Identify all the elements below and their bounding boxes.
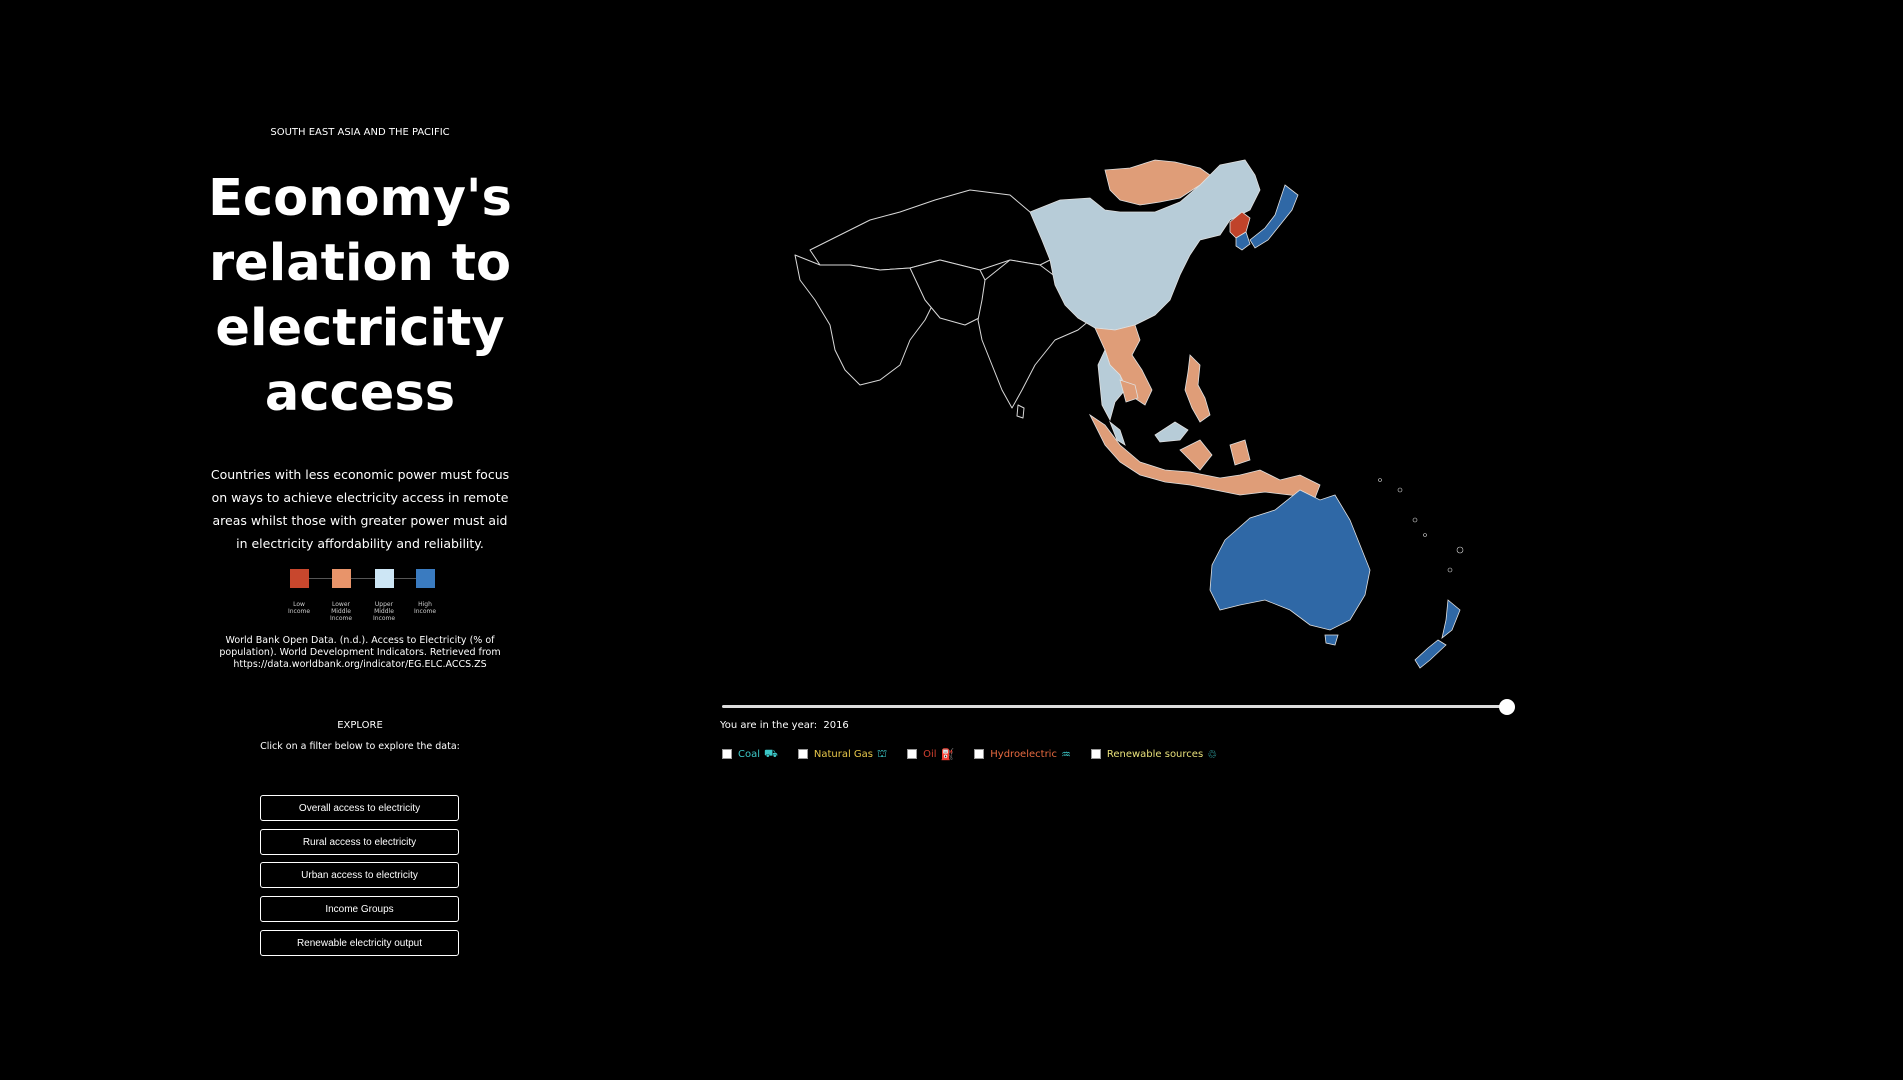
- coal-checkbox[interactable]: [722, 749, 732, 759]
- year-slider-track[interactable]: [722, 705, 1507, 708]
- legend-swatch-high: [416, 569, 435, 588]
- filter-coal[interactable]: Coal ⛟: [722, 747, 778, 762]
- coal-label: Coal: [738, 748, 761, 760]
- legend-label-high: High Income: [413, 601, 437, 615]
- year-slider-thumb[interactable]: [1499, 699, 1515, 715]
- year-readout: You are in the year: 2016: [720, 720, 849, 731]
- map-region-central-asia: [809, 189, 1061, 271]
- natural-gas-checkbox[interactable]: [797, 749, 808, 759]
- map-country-china: [1029, 159, 1261, 331]
- explore-instruction: Click on a filter below to explore the d…: [260, 741, 460, 752]
- legend-label-low: Low Income: [287, 601, 311, 615]
- natural-gas-label: Natural Gas: [813, 748, 874, 760]
- title-line: relation to: [208, 234, 511, 293]
- gas-plant-icon: ⛫: [877, 746, 888, 760]
- hydroelectric-checkbox[interactable]: [974, 749, 985, 759]
- explore-heading: EXPLORE: [337, 720, 383, 731]
- map-country-new-zealand: [1414, 599, 1461, 669]
- filter-button-rural[interactable]: Rural access to electricity: [260, 829, 459, 855]
- filter-button-overall[interactable]: Overall access to electricity: [260, 795, 459, 821]
- map-country-thailand: [1097, 348, 1126, 422]
- renewable-label: Renewable sources: [1106, 748, 1204, 760]
- map-country-malaysia: [1109, 420, 1189, 446]
- title-line: access: [264, 364, 456, 423]
- map-country-australia: [1209, 489, 1371, 646]
- title-line: electricity: [215, 299, 505, 358]
- filter-natural-gas[interactable]: Natural Gas ⛫: [797, 746, 888, 762]
- map-country-philippines: [1184, 354, 1211, 423]
- map-country-mongolia: [1104, 159, 1211, 206]
- filter-button-income-groups[interactable]: Income Groups: [260, 896, 459, 922]
- oil-checkbox[interactable]: [907, 749, 918, 759]
- map-region-sri-lanka: [1016, 404, 1025, 419]
- hydroelectric-label: Hydroelectric: [990, 748, 1057, 760]
- region-label: SOUTH EAST ASIA AND THE PACIFIC: [270, 127, 450, 138]
- legend-swatch-upper-middle: [375, 569, 394, 588]
- filter-hydroelectric[interactable]: Hydroelectric ♒: [974, 748, 1071, 761]
- oil-label: Oil: [923, 748, 937, 760]
- map-region-middle-east: [794, 254, 936, 386]
- filter-button-urban[interactable]: Urban access to electricity: [260, 862, 459, 888]
- citation: World Bank Open Data. (n.d.). Access to …: [219, 635, 501, 670]
- legend-connector: [298, 578, 422, 579]
- year-label: You are in the year:: [720, 720, 818, 731]
- year-value: 2016: [823, 720, 849, 731]
- legend-label-upper-middle: Upper Middle Income: [372, 601, 396, 622]
- legend-swatch-low: [290, 569, 309, 588]
- oil-pump-icon: ⛽: [940, 747, 955, 761]
- filter-oil[interactable]: Oil ⛽: [907, 748, 954, 761]
- coal-cart-icon: ⛟: [764, 746, 778, 760]
- title-line: Economy's: [208, 169, 512, 228]
- map-country-japan: [1249, 184, 1299, 249]
- map-country-south-korea: [1235, 231, 1251, 251]
- map-country-indonesia: [1088, 413, 1321, 499]
- description: Countries with less economic power must …: [210, 467, 510, 551]
- legend-label-lower-middle: Lower Middle Income: [329, 601, 353, 622]
- energy-source-filters: Coal ⛟ Natural Gas ⛫ Oil ⛽ Hydroelectric…: [722, 744, 1237, 764]
- filter-renewable[interactable]: Renewable sources ♲: [1090, 747, 1218, 761]
- renewable-checkbox[interactable]: [1090, 749, 1101, 759]
- map-pacific-islands: [1378, 478, 1464, 573]
- legend-swatch-lower-middle: [332, 569, 351, 588]
- recycle-icon: ♲: [1207, 747, 1218, 761]
- year-slider[interactable]: [722, 699, 1515, 723]
- income-legend: Low Income Lower Middle Income Upper Middle I…: [288, 567, 436, 627]
- page-title: Economy's relation to electricity access: [200, 166, 520, 426]
- filter-button-renewable-output[interactable]: Renewable electricity output: [260, 930, 459, 956]
- map-country-cambodia: [1119, 379, 1139, 403]
- choropleth-map[interactable]: [760, 140, 1480, 710]
- dam-icon: ♒: [1060, 747, 1071, 761]
